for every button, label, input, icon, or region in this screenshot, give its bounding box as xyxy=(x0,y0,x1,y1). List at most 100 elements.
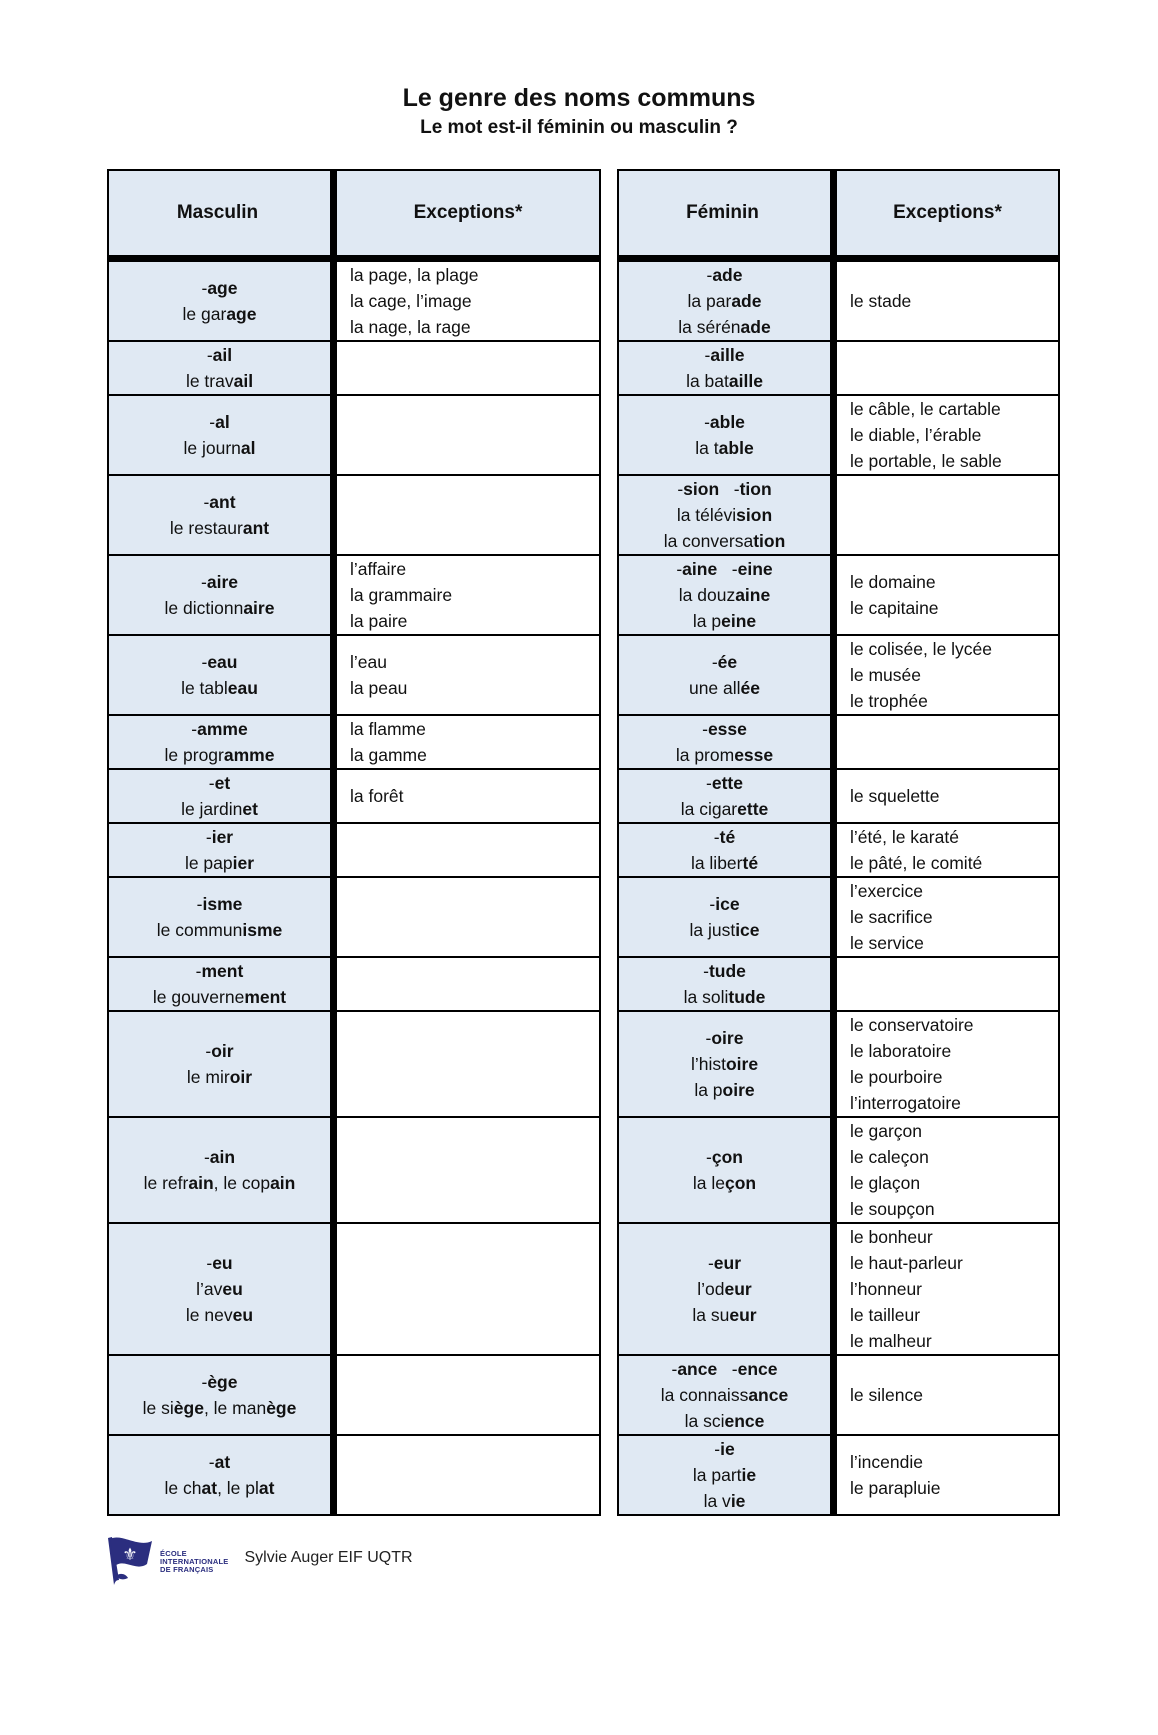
table-row: -eu l’aveu le neveu xyxy=(109,1222,599,1354)
suffix-cell: -tude la solitude xyxy=(619,958,837,1010)
exception-line: le soupçon xyxy=(850,1199,935,1219)
table-row: -ance -ence la connaissance la science le s… xyxy=(619,1354,1058,1434)
suffix-line: une allée xyxy=(688,678,761,698)
suffix-line: -esse xyxy=(702,719,747,739)
table-row: -ette la cigarette le squelette xyxy=(619,768,1058,822)
exception-line: le parapluie xyxy=(850,1478,941,1498)
suffix-cell: -ain le refrain, le copain xyxy=(109,1118,337,1222)
suffix-line: -al xyxy=(209,412,230,432)
suffix-line: -aille xyxy=(704,345,745,365)
suffix-line: l’aveu xyxy=(196,1279,243,1299)
exceptions-cell: le domaine le capitaine xyxy=(837,556,1058,634)
table-row: -sion -tion la télévision la conversation xyxy=(619,474,1058,554)
suffix-line: -sion -tion xyxy=(677,479,772,499)
exception-line: l’eau xyxy=(350,652,387,672)
suffix-line: -té xyxy=(713,827,736,847)
suffix-line: -oire xyxy=(705,1028,744,1048)
logo-line: ÉCOLE xyxy=(160,1549,187,1558)
footer: ⚜ ÉCOLE INTERNATIONALE DE FRANÇAIS Sylvi… xyxy=(104,1536,1158,1593)
table-row: -ice la justice l’exercice le sacrifice le s… xyxy=(619,876,1058,956)
exception-line: la peau xyxy=(350,678,408,698)
exceptions-cell xyxy=(337,1118,599,1222)
suffix-cell: -té la liberté xyxy=(619,824,837,876)
exception-line: le squelette xyxy=(850,786,940,806)
table-row: -oir le miroir xyxy=(109,1010,599,1116)
suffix-line: le papier xyxy=(184,853,255,873)
flag-fleur-de-lis-icon: ⚜ xyxy=(104,1536,158,1593)
exception-line: l’affaire xyxy=(350,559,407,579)
suffix-line: la poire xyxy=(694,1080,755,1100)
table-row: -çon la leçon le garçon le caleçon le glaçon… xyxy=(619,1116,1058,1222)
suffix-cell: -aine -eine la douzaine la peine xyxy=(619,556,837,634)
suffix-line: la douzaine xyxy=(678,585,771,605)
exception-line: le câble, le cartable xyxy=(850,399,1001,419)
suffix-line: -eu xyxy=(206,1253,233,1273)
exceptions-cell xyxy=(837,958,1058,1010)
suffix-line: le communisme xyxy=(156,920,283,940)
exceptions-cell xyxy=(337,824,599,876)
suffix-cell: -ant le restaurant xyxy=(109,476,337,554)
suffix-line: -ie xyxy=(714,1439,735,1459)
exceptions-cell: la forêt xyxy=(337,770,599,822)
exception-line: le service xyxy=(850,933,924,953)
exceptions-cell: le colisée, le lycée le musée le trophée xyxy=(837,636,1058,714)
suffix-cell: -age le garage xyxy=(109,262,337,340)
suffix-line: -çon xyxy=(706,1147,743,1167)
suffix-line: le journal xyxy=(183,438,256,458)
exception-line: l’été, le karaté xyxy=(850,827,959,847)
suffix-line: la partie xyxy=(692,1465,757,1485)
table-row: -tude la solitude xyxy=(619,956,1058,1010)
table-row: -ée une allée le colisée, le lycée le musée… xyxy=(619,634,1058,714)
suffix-line: la télévision xyxy=(676,505,773,525)
exceptions-cell: le câble, le cartable le diable, l’érable… xyxy=(837,396,1058,474)
exception-line: le silence xyxy=(850,1385,923,1405)
exceptions-cell: le stade xyxy=(837,262,1058,340)
suffix-line: le programme xyxy=(164,745,275,765)
suffix-line: -at xyxy=(208,1452,231,1472)
table-row: -at le chat, le plat xyxy=(109,1434,599,1514)
table-row: -oire l’histoire la poire le conservatoire l… xyxy=(619,1010,1058,1116)
suffix-line: -ade xyxy=(706,265,743,285)
table-row: -isme le communisme xyxy=(109,876,599,956)
exceptions-cell: la flamme la gamme xyxy=(337,716,599,768)
suffix-cell: -oire l’histoire la poire xyxy=(619,1012,837,1116)
gender-tables: Masculin Exceptions* -age le garage la pag… xyxy=(107,169,1158,1516)
suffix-cell: -ice la justice xyxy=(619,878,837,956)
suffix-line: -aine -eine xyxy=(676,559,773,579)
exception-line: le laboratoire xyxy=(850,1041,952,1061)
suffix-line: la bataille xyxy=(686,371,763,391)
exception-line: la cage, l’image xyxy=(350,291,472,311)
exceptions-cell xyxy=(337,396,599,474)
exceptions-cell xyxy=(337,1012,599,1116)
suffix-line: -ier xyxy=(205,827,234,847)
exception-line: le stade xyxy=(850,291,912,311)
suffix-line: -age xyxy=(201,278,238,298)
feminin-header-cell: Féminin xyxy=(619,171,837,255)
suffix-line: -able xyxy=(704,412,745,432)
suffix-line: le restaurant xyxy=(169,518,270,538)
exceptions-cell xyxy=(337,958,599,1010)
suffix-line: la cigarette xyxy=(680,799,769,819)
exception-line: le bonheur xyxy=(850,1227,933,1247)
exceptions-cell xyxy=(837,342,1058,394)
suffix-line: la promesse xyxy=(675,745,774,765)
exceptions-cell: le garçon le caleçon le glaçon le soupçon xyxy=(837,1118,1058,1222)
suffix-line: le gouvernement xyxy=(152,987,287,1007)
table-row: -esse la promesse xyxy=(619,714,1058,768)
table-row: -ant le restaurant xyxy=(109,474,599,554)
table-row: -ail le travail xyxy=(109,340,599,394)
suffix-line: l’histoire xyxy=(690,1054,759,1074)
table-row: -ment le gouvernement xyxy=(109,956,599,1010)
exception-line: le tailleur xyxy=(850,1305,921,1325)
exception-line: la flamme xyxy=(350,719,426,739)
suffix-line: le dictionnaire xyxy=(164,598,275,618)
exception-line: le malheur xyxy=(850,1331,932,1351)
exception-line: le trophée xyxy=(850,691,928,711)
page-title: Le genre des noms communs xyxy=(402,84,756,112)
suffix-line: -oir xyxy=(205,1041,234,1061)
suffix-line: la peine xyxy=(692,611,757,631)
table-row: -et le jardinet la forêt xyxy=(109,768,599,822)
suffix-line: le travail xyxy=(185,371,254,391)
table-row: -aire le dictionnaire l’affaire la grammair… xyxy=(109,554,599,634)
exceptions-cell: l’exercice le sacrifice le service xyxy=(837,878,1058,956)
